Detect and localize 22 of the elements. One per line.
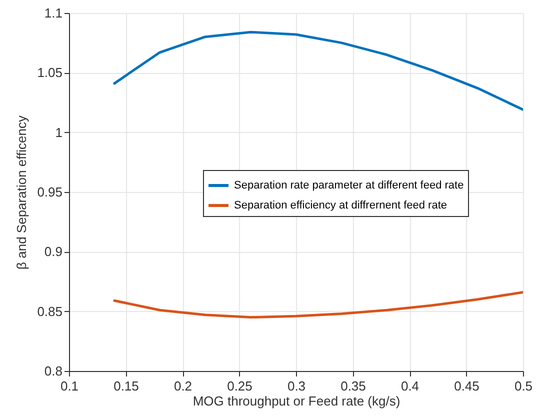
x-tick-label: 0.25 xyxy=(227,378,252,394)
y-tick-label: 0.95 xyxy=(37,184,62,200)
x-tick-label: 0.1 xyxy=(60,378,79,394)
x-tick-label: 0.5 xyxy=(514,378,533,394)
y-tick-label: 0.8 xyxy=(44,364,62,378)
legend-label: Separation efficiency at diffrernent feed rate xyxy=(234,200,448,212)
x-axis-title: MOG throughput or Feed rate (kg/s) xyxy=(192,394,400,408)
y-tick-label: 1.1 xyxy=(44,6,62,20)
line-series xyxy=(113,290,523,319)
y-tick-label: 1 xyxy=(55,124,62,140)
x-tick-label: 0.2 xyxy=(174,378,192,394)
y-tick-label: 1.05 xyxy=(37,65,62,80)
x-tick-label: 0.15 xyxy=(114,378,139,394)
x-tick-label: 0.4 xyxy=(400,378,420,394)
line-series xyxy=(113,30,523,111)
y-tick-label: 0.9 xyxy=(44,244,62,260)
y-tick-label: 0.85 xyxy=(37,304,62,319)
x-tick-label: 0.3 xyxy=(287,378,306,394)
legend-label: Separation rate parameter at different feed rate xyxy=(234,180,464,192)
x-tick-label: 0.35 xyxy=(340,378,366,394)
x-tick-label: 0.45 xyxy=(454,378,480,394)
y-axis-title: β and Separation efficency xyxy=(14,115,30,270)
